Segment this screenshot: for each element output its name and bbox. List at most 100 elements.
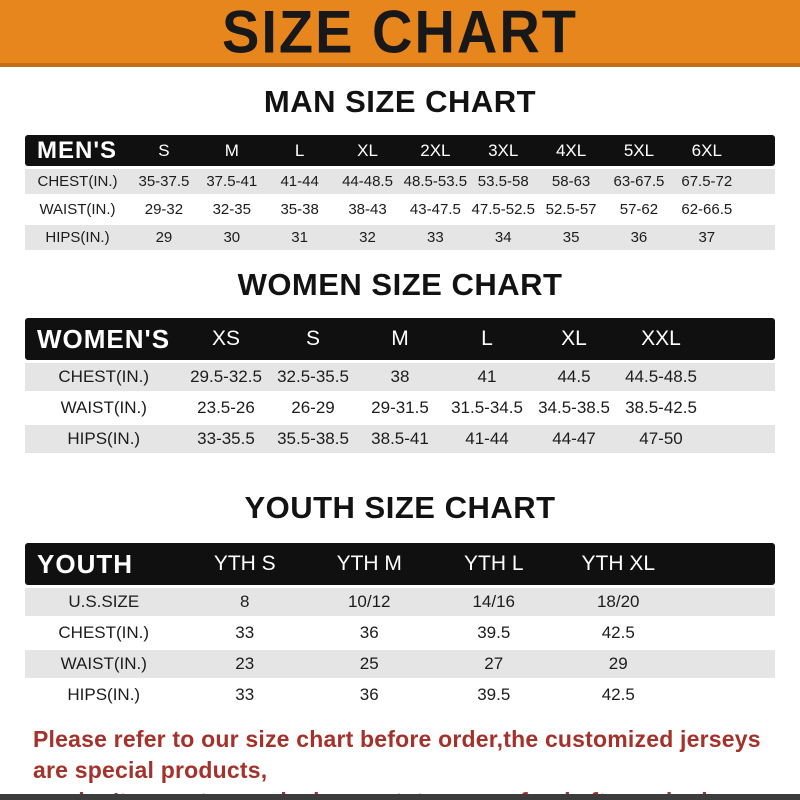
women-row-spacer [704,425,775,453]
men-row-spacer [741,197,775,222]
men-col-s: S [130,135,198,166]
youth-row-spacer [680,588,775,616]
women-group-label: WOMEN'S [25,318,183,360]
women-row-chest-in: CHEST(IN.) 29.5-32.5 32.5-35.5 38 41 44.5 44.5… [25,363,775,391]
men-group-label: MEN'S [25,135,130,166]
youth-u-s-size-yth-xl: 18/20 [556,588,681,616]
men-chest-in-3xl: 53.5-58 [469,169,538,194]
youth-row-chest-in: CHEST(IN.) 33 36 39.5 42.5 [25,619,775,647]
youth-u-s-size-yth-s: 8 [182,588,307,616]
men-chest-in-5xl: 63-67.5 [605,169,673,194]
men-col-l: L [265,135,334,166]
bottom-strip [0,794,800,800]
youth-row-label-chest-in: CHEST(IN.) [58,623,150,642]
women-col-l: L [443,318,531,360]
women-size-table: WOMEN'S XS S M L XL XXL CHEST(IN.) 29.5-32.5 32.5… [25,315,775,456]
youth-header-spacer [680,543,775,585]
youth-hips-in-yth-xl: 42.5 [601,685,635,704]
women-hips-in-xxl: 47-50 [617,425,705,453]
women-chest-in-s: 32.5-35.5 [269,363,357,391]
youth-row-label-waist-in: WAIST(IN.) [25,650,183,678]
men-hips-in-s: 29 [130,225,198,250]
men-col-2xl: 2XL [401,135,470,166]
youth-row-label-hips-in: HIPS(IN.) [67,685,141,704]
men-waist-in-xl: 38-43 [348,201,387,218]
youth-col-yth-l: YTH L [431,543,556,585]
youth-row-u-s-size: U.S.SIZE 8 10/12 14/16 18/20 [25,588,775,616]
youth-waist-in-yth-m: 25 [307,650,432,678]
youth-size-table: YOUTH YTH S YTH M YTH L YTH XL U.S.SIZE 8 10/12… [25,540,775,712]
women-row-label-chest-in: CHEST(IN.) [25,363,183,391]
men-waist-in-s: 29-32 [144,201,184,218]
men-row-spacer [740,169,775,194]
men-hips-in-2xl: 33 [401,225,470,250]
page-title: SIZE CHART [222,0,578,65]
men-col-4xl: 4XL [537,135,606,166]
youth-row-waist-in: WAIST(IN.) 23 25 27 29 [25,650,775,678]
women-chest-in-xl: 44.5 [530,363,618,391]
women-header-spacer [704,318,775,360]
youth-waist-in-yth-l: 27 [431,650,556,678]
disclaimer: Please refer to our size chart before or… [33,724,800,800]
women-hips-in-xs: 33-35.5 [182,425,270,453]
women-hips-in-xl: 44-47 [530,425,618,453]
youth-row-spacer [681,619,776,647]
women-waist-in-xs: 23.5-26 [197,398,255,417]
men-waist-in-3xl: 47.5-52.5 [471,201,535,218]
youth-header-row: YOUTH YTH S YTH M YTH L YTH XL [25,543,775,585]
women-col-xxl: XXL [617,318,705,360]
women-header-row: WOMEN'S XS S M L XL XXL [25,318,775,360]
youth-hips-in-yth-s: 33 [235,685,255,704]
youth-col-yth-s: YTH S [182,543,307,585]
youth-chest-in-yth-s: 33 [235,623,255,642]
men-hips-in-6xl: 37 [672,225,741,250]
men-col-6xl: 6XL [672,135,741,166]
youth-size-chart-section: YOUTH SIZE CHART YOUTH YTH S YTH M YTH L YTH… [0,490,800,712]
youth-row-spacer [680,650,775,678]
men-waist-in-4xl: 52.5-57 [545,201,597,218]
men-hips-in-m: 30 [197,225,266,250]
men-chest-in-6xl: 67.5-72 [672,169,741,194]
women-chest-in-xxl: 44.5-48.5 [617,363,705,391]
women-waist-in-l: 31.5-34.5 [451,398,523,417]
men-header-row: MEN'S S M L XL 2XL 3XL 4XL 5XL 6XL [25,135,775,166]
men-row-label-chest-in: CHEST(IN.) [25,169,130,194]
men-chest-in-l: 41-44 [265,169,334,194]
women-chest-in-xs: 29.5-32.5 [182,363,270,391]
youth-hips-in-yth-m: 36 [359,685,379,704]
youth-chest-in-yth-xl: 42.5 [601,623,635,642]
women-row-hips-in: HIPS(IN.) 33-35.5 35.5-38.5 38.5-41 41-44 44-… [25,425,775,453]
man-size-chart-section: MAN SIZE CHART MEN'S S M L XL 2XL 3XL 4XL 5XL 6XL… [0,84,800,253]
men-waist-in-5xl: 57-62 [619,201,659,218]
men-waist-in-6xl: 62-66.5 [681,201,733,218]
women-waist-in-xxl: 38.5-42.5 [625,398,697,417]
women-col-s: S [269,318,357,360]
men-chest-in-s: 35-37.5 [130,169,198,194]
women-size-chart-section: WOMEN SIZE CHART WOMEN'S XS S M L XL XXL CHEST(… [0,267,800,456]
men-row-spacer [740,225,775,250]
youth-waist-in-yth-xl: 29 [556,650,681,678]
disclaimer-line-1: Please refer to our size chart before or… [33,726,761,783]
women-row-spacer [705,394,776,422]
men-chest-in-2xl: 48.5-53.5 [401,169,470,194]
women-chest-in-l: 41 [443,363,531,391]
men-hips-in-xl: 32 [333,225,402,250]
women-chest-in-m: 38 [356,363,444,391]
man-size-chart-heading: MAN SIZE CHART [263,84,537,119]
men-waist-in-2xl: 43-47.5 [409,201,461,218]
banner: SIZE CHART [0,0,800,67]
women-col-m: M [356,318,444,360]
men-hips-in-l: 31 [265,225,334,250]
men-waist-in-m: 32-35 [212,201,251,218]
men-chest-in-xl: 44-48.5 [333,169,402,194]
men-col-5xl: 5XL [605,135,673,166]
women-waist-in-s: 26-29 [291,398,335,417]
women-col-xs: XS [182,318,270,360]
men-col-3xl: 3XL [469,135,538,166]
youth-chest-in-yth-m: 36 [359,623,379,642]
youth-chest-in-yth-l: 39.5 [477,623,511,642]
women-col-xl: XL [530,318,618,360]
men-row-chest-in: CHEST(IN.) 35-37.5 37.5-41 41-44 44-48.5 48.5… [25,169,775,194]
men-col-xl: XL [333,135,402,166]
men-row-waist-in: WAIST(IN.) 29-32 32-35 35-38 38-43 43-47.5 47.… [25,197,775,222]
